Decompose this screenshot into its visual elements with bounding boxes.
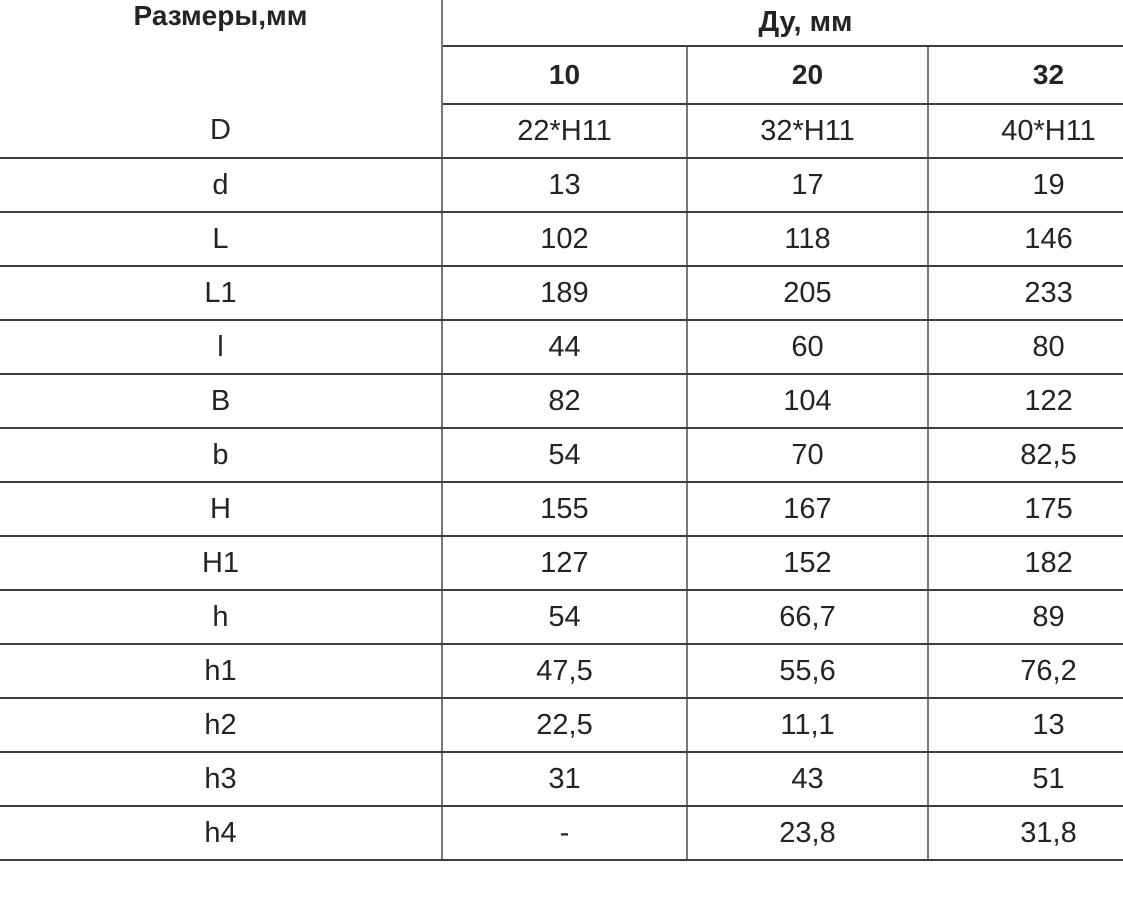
cell-L-32: 146 <box>928 212 1123 267</box>
row-label-l: l <box>0 320 443 375</box>
header-row-columns: 10 20 32 <box>0 46 1123 105</box>
du-column-group-header: Ду, мм <box>442 0 1123 47</box>
table-row-L1: L1 189 205 233 <box>0 266 1123 321</box>
cell-h2-32: 13 <box>928 698 1123 753</box>
cell-L1-32: 233 <box>928 266 1123 321</box>
cell-b-10: 54 <box>442 428 688 483</box>
dimensions-table: Размеры,мм Ду, мм 10 20 32 D 22*H11 32*H11 40… <box>0 0 1123 861</box>
cell-B-10: 82 <box>442 374 688 429</box>
cell-D-32: 40*H11 <box>928 104 1123 159</box>
cell-h1-20: 55,6 <box>687 644 929 699</box>
header-row-group: Размеры,мм Ду, мм <box>0 0 1123 104</box>
row-label-H1: H1 <box>0 536 443 591</box>
table-row-l: l 44 60 80 <box>0 320 1123 375</box>
row-label-H: H <box>0 482 443 537</box>
cell-h3-20: 43 <box>687 752 929 807</box>
cell-h1-10: 47,5 <box>442 644 688 699</box>
table-row-h1: h1 47,5 55,6 76,2 <box>0 644 1123 699</box>
row-label-d: d <box>0 158 443 213</box>
table-row-h2: h2 22,5 11,1 13 <box>0 698 1123 753</box>
cell-L1-10: 189 <box>442 266 688 321</box>
cell-h-10: 54 <box>442 590 688 645</box>
table-row-b: b 54 70 82,5 <box>0 428 1123 483</box>
row-label-D: D <box>0 104 443 159</box>
cell-h4-10: - <box>442 806 688 861</box>
cell-d-10: 13 <box>442 158 688 213</box>
cell-H1-20: 152 <box>687 536 929 591</box>
row-label-h4: h4 <box>0 806 443 861</box>
column-header-10: 10 <box>442 46 688 105</box>
cell-L-10: 102 <box>442 212 688 267</box>
cell-d-20: 17 <box>687 158 929 213</box>
cell-d-32: 19 <box>928 158 1123 213</box>
table-row-B: B 82 104 122 <box>0 374 1123 429</box>
row-label-h3: h3 <box>0 752 443 807</box>
row-label-h1: h1 <box>0 644 443 699</box>
table-row-D: D 22*H11 32*H11 40*H11 <box>0 104 1123 159</box>
cell-h-20: 66,7 <box>687 590 929 645</box>
cell-h2-20: 11,1 <box>687 698 929 753</box>
cell-h4-32: 31,8 <box>928 806 1123 861</box>
cell-h1-32: 76,2 <box>928 644 1123 699</box>
cell-D-10: 22*H11 <box>442 104 688 159</box>
cell-H1-10: 127 <box>442 536 688 591</box>
cell-H1-32: 182 <box>928 536 1123 591</box>
column-header-20: 20 <box>687 46 929 105</box>
table-row-h4: h4-23,8 31,8 <box>0 806 1123 861</box>
cell-L1-20: 205 <box>687 266 929 321</box>
row-label-L1: L1 <box>0 266 443 321</box>
cell-B-20: 104 <box>687 374 929 429</box>
cell-l-20: 60 <box>687 320 929 375</box>
row-label-b: b <box>0 428 443 483</box>
cell-h-32: 89 <box>928 590 1123 645</box>
cell-b-20: 70 <box>687 428 929 483</box>
row-group-header: Размеры,мм <box>0 0 443 104</box>
table-row-h: h 54 66,7 89 <box>0 590 1123 645</box>
cell-h3-32: 51 <box>928 752 1123 807</box>
cell-h2-10: 22,5 <box>442 698 688 753</box>
cell-l-32: 80 <box>928 320 1123 375</box>
cell-D-20: 32*H11 <box>687 104 929 159</box>
cell-h4-20: 23,8 <box>687 806 929 861</box>
cell-B-32: 122 <box>928 374 1123 429</box>
cell-H-20: 167 <box>687 482 929 537</box>
cell-b-32: 82,5 <box>928 428 1123 483</box>
table-row-L: L 102 118 146 <box>0 212 1123 267</box>
table-row-h3: h3 31 43 51 <box>0 752 1123 807</box>
row-label-B: B <box>0 374 443 429</box>
row-label-L: L <box>0 212 443 267</box>
table-row-d: d 13 17 19 <box>0 158 1123 213</box>
table-row-H: H 155 167 175 <box>0 482 1123 537</box>
cell-H-32: 175 <box>928 482 1123 537</box>
cell-L-20: 118 <box>687 212 929 267</box>
row-label-h: h <box>0 590 443 645</box>
row-label-h2: h2 <box>0 698 443 753</box>
cell-h3-10: 31 <box>442 752 688 807</box>
cell-H-10: 155 <box>442 482 688 537</box>
column-header-32: 32 <box>928 46 1123 105</box>
cell-l-10: 44 <box>442 320 688 375</box>
table-row-H1: H1 127 152 182 <box>0 536 1123 591</box>
